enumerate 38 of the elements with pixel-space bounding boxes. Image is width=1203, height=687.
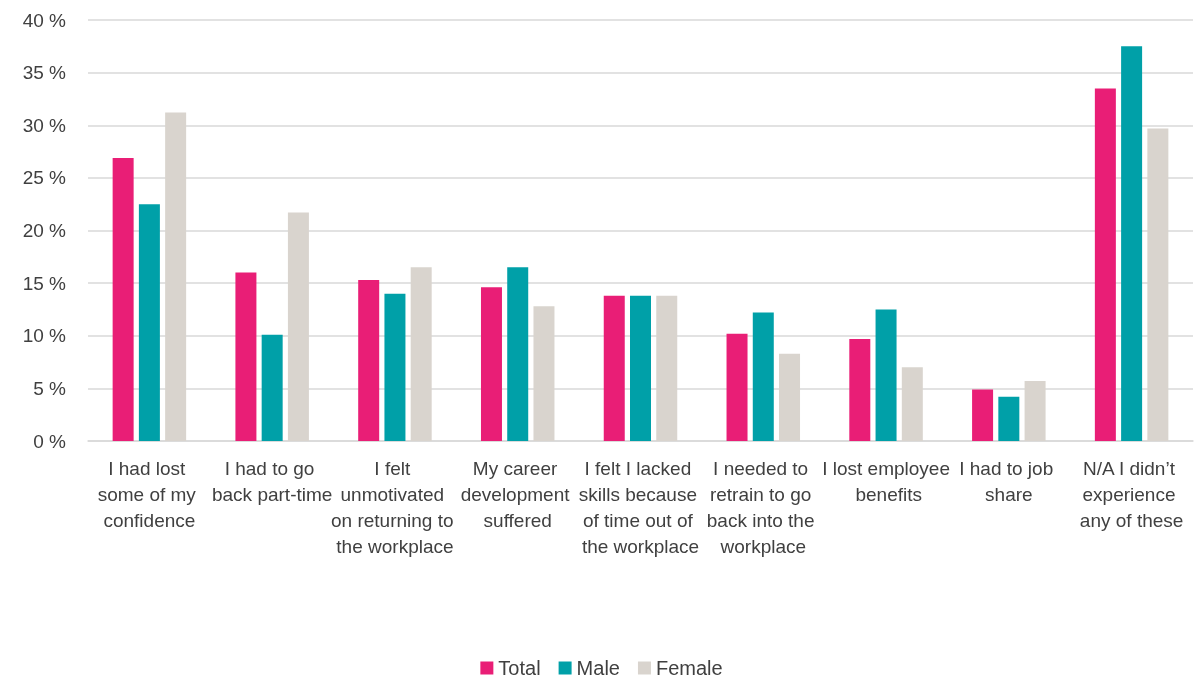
bar xyxy=(358,279,380,441)
y-tick-label: 10 % xyxy=(22,325,67,347)
bar xyxy=(849,338,871,441)
bar xyxy=(603,295,625,441)
y-tick-label: 5 % xyxy=(33,377,67,399)
bar xyxy=(875,309,897,441)
x-tick-label: N/A I didn’t experience any of these xyxy=(1079,457,1184,531)
bar xyxy=(630,295,651,441)
x-tick-label: I had to job share xyxy=(959,457,1059,505)
bar xyxy=(972,389,994,441)
x-tick-label: I felt unmotivated on returning to the workplace xyxy=(331,457,459,557)
legend-label: Male xyxy=(576,657,620,679)
y-tick-label: 40 % xyxy=(22,9,67,31)
bar xyxy=(261,334,283,441)
bar xyxy=(480,287,502,441)
y-tick-label: 0 % xyxy=(33,430,67,452)
x-tick-label: I felt I lacked skills because of time out of the workplace xyxy=(578,457,703,557)
y-tick-label: 30 % xyxy=(22,114,67,136)
y-tick-label: 25 % xyxy=(22,167,67,189)
y-tick-label: 20 % xyxy=(22,220,67,241)
x-tick-label: I needed to retrain to go back into the workplace xyxy=(706,457,820,557)
y-tick-label: 15 % xyxy=(22,272,67,294)
x-tick-label: I had lost some of my confidence xyxy=(97,457,202,531)
bar xyxy=(384,293,406,441)
y-tick-label: 35 % xyxy=(22,62,67,84)
legend-label: Female xyxy=(655,657,723,679)
bar xyxy=(138,204,160,441)
bar xyxy=(235,272,257,441)
x-tick-label: My career development suffered xyxy=(460,457,575,531)
bar xyxy=(1121,46,1143,441)
bar xyxy=(726,333,748,441)
bar xyxy=(507,267,529,441)
x-tick-label: I lost employee benefits xyxy=(822,457,950,505)
bar xyxy=(998,396,1020,441)
bar xyxy=(1094,88,1116,441)
bar xyxy=(752,312,774,441)
bar xyxy=(112,157,134,441)
legend-label: Total xyxy=(498,657,541,679)
